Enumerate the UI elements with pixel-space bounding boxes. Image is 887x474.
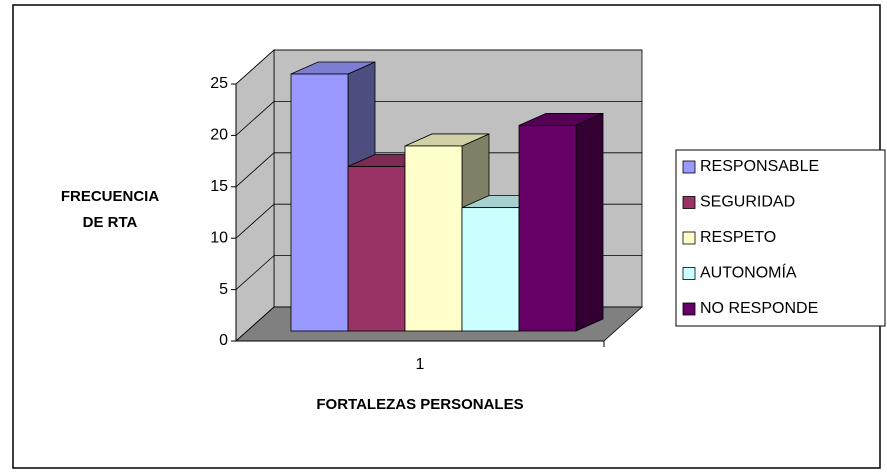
legend-swatch [682,160,696,174]
legend-label: NO RESPONDE [700,300,818,317]
grid-line [235,101,642,136]
legend [675,149,886,327]
x-axis-label: FORTALEZAS PERSONALES [316,396,523,413]
bar [290,73,349,332]
bar [347,166,406,332]
y-tick-label: 0 [219,332,228,349]
side-wall [235,49,275,342]
legend-label: RESPETO [700,229,776,246]
y-tick-label: 25 [210,75,228,92]
legend-label: AUTONOMÍA [700,263,797,282]
y-tick-label: 15 [210,178,228,195]
legend-swatch [682,302,696,316]
bar [404,145,463,332]
bar-side [575,112,604,332]
y-tick-label: 5 [219,281,228,298]
legend-label: RESPONSABLE [700,158,819,175]
y-tick-label: 10 [210,229,228,246]
legend-label: SEGURIDAD [700,194,795,211]
legend-swatch [682,231,696,245]
bar [518,125,577,332]
y-tick-label: 20 [210,127,228,144]
y-axis-label: FRECUENCIA [61,188,160,205]
grid-line [235,49,642,85]
bar [461,207,520,332]
legend-swatch [682,196,696,209]
y-axis-label: DE RTA [83,214,138,231]
x-tick-label: 1 [416,356,425,373]
legend-swatch [682,267,696,280]
